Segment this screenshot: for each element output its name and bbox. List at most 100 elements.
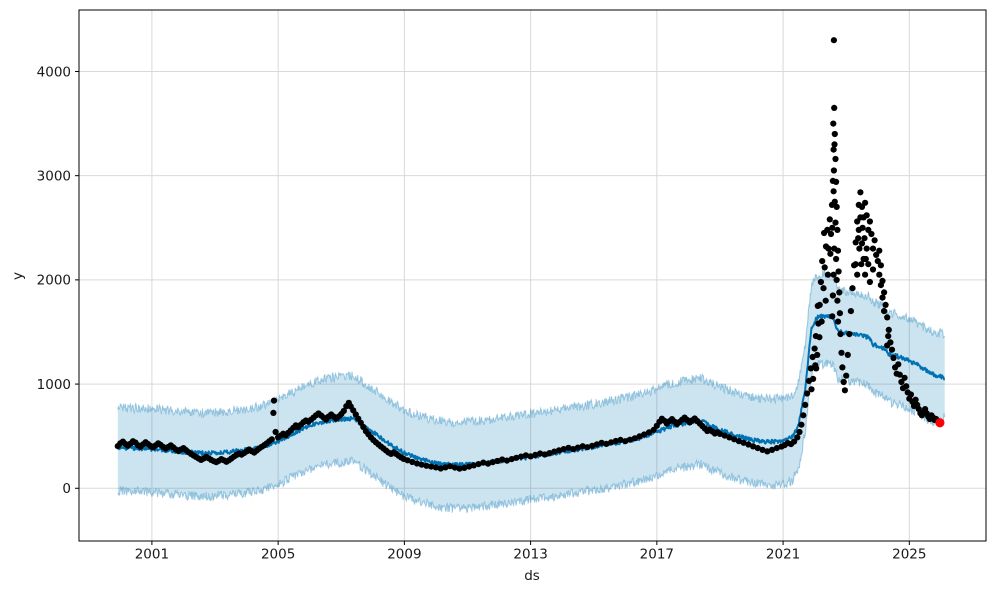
actual-point (555, 447, 563, 454)
actual-point (808, 386, 815, 393)
actual-point (764, 448, 771, 455)
actual-point (879, 294, 886, 301)
actual-point (480, 459, 487, 466)
actual-point (740, 439, 747, 446)
actual-point (903, 383, 910, 390)
actual-point (404, 457, 411, 464)
actual-point (833, 178, 840, 185)
actual-point (612, 437, 619, 445)
actual-point (745, 441, 752, 448)
actual-point (584, 444, 591, 451)
actual-point (820, 285, 827, 292)
actual-point (810, 375, 817, 382)
actual-point (887, 339, 894, 346)
actual-point (735, 438, 743, 445)
actual-point (840, 378, 847, 386)
actual-point (869, 266, 877, 273)
last-actual-point (935, 418, 945, 428)
actual-point (817, 278, 825, 286)
actual-point (811, 345, 818, 352)
actual-point (641, 431, 648, 438)
actual-point (830, 37, 838, 44)
actual-point (608, 439, 615, 446)
actual-point (901, 374, 908, 381)
actual-point (834, 318, 842, 325)
actual-point (773, 445, 780, 452)
actual-point (272, 428, 279, 436)
uncertainty-band-lower-edge (117, 359, 946, 514)
y-tick-label: 3000 (37, 168, 71, 184)
actual-point (437, 465, 444, 472)
actual-point (849, 285, 856, 292)
actual-point (716, 430, 724, 437)
axes-spines (78, 9, 987, 542)
actual-point (831, 104, 838, 111)
actual-point (885, 333, 892, 340)
actual-point (885, 326, 892, 333)
actual-point (560, 446, 567, 453)
uncertainty-band-upper-edge (117, 269, 945, 428)
actual-point (813, 365, 820, 372)
actual-point (862, 255, 869, 263)
actual-point (750, 443, 757, 450)
actual-point (831, 198, 838, 205)
actual-point (829, 292, 837, 299)
actual-point (854, 271, 861, 278)
actual-point (847, 308, 855, 315)
actual-point (814, 351, 821, 358)
actual-point (857, 189, 864, 196)
actual-point (818, 318, 825, 325)
actual-point (862, 271, 869, 278)
actual-point (830, 146, 837, 153)
actual-point (830, 167, 838, 174)
actual-point (631, 435, 638, 442)
actual-point (833, 255, 840, 263)
actual-point (475, 461, 482, 468)
actual-point (863, 212, 870, 219)
actual-point (856, 245, 863, 252)
actual-point (836, 310, 844, 317)
actual-point (896, 371, 903, 378)
actual-point (837, 331, 844, 338)
actual-point (868, 230, 875, 238)
actual-point (565, 444, 572, 451)
actual-point (869, 245, 877, 252)
actual-point (834, 247, 842, 254)
x-tick-label: 2021 (766, 547, 800, 563)
actual-point (798, 421, 805, 428)
actual-point (546, 450, 553, 457)
actual-point (830, 188, 837, 195)
actual-point (855, 235, 862, 242)
actual-point (831, 141, 838, 148)
actual-point (268, 436, 275, 443)
actual-point (270, 409, 277, 416)
actual-point (825, 245, 832, 252)
actual-point (824, 271, 832, 278)
actual-point (876, 271, 883, 278)
actual-point (835, 268, 842, 275)
x-tick-label: 2013 (513, 547, 547, 563)
actual-point (827, 230, 835, 238)
actual-point (830, 120, 837, 127)
actual-point (721, 432, 728, 439)
actual-point (489, 459, 496, 466)
actual-point (518, 453, 525, 460)
actual-point (413, 460, 421, 467)
actual-point (833, 276, 840, 283)
actual-point (574, 444, 582, 451)
actual-point (759, 446, 766, 453)
actual-point (570, 446, 577, 453)
actual-point (470, 462, 477, 469)
actual-point (888, 346, 896, 353)
actual-point (432, 464, 439, 471)
actual-point (881, 289, 888, 296)
actual-point (484, 460, 492, 467)
actual-point (726, 434, 733, 441)
actual-point (822, 297, 829, 304)
actual-point (794, 434, 801, 441)
actual-point (843, 372, 850, 379)
actual-point (622, 438, 629, 445)
actual-point (836, 289, 843, 296)
